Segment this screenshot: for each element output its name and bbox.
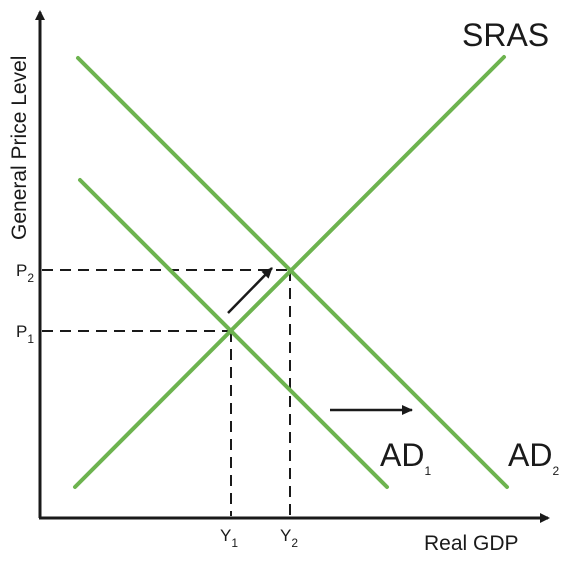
y1-label-sub: 1 [231, 536, 238, 550]
p2-label: P2 [16, 261, 34, 285]
ad2-label: AD2 [508, 437, 559, 478]
p1-label-base: P [16, 322, 27, 341]
y2-label: Y2 [280, 526, 298, 550]
y1-label: Y1 [220, 526, 238, 550]
equilibrium-shift-arrow [227, 267, 273, 314]
y2-label-sub: 2 [291, 536, 298, 550]
ad2-label-base: AD [508, 437, 552, 473]
ad1-curve [78, 178, 389, 489]
x-axis-label: Real GDP [424, 532, 519, 555]
y-axis-label: General Price Level [8, 56, 31, 240]
ad1-label-sub: 1 [424, 464, 431, 478]
p2-label-sub: 2 [27, 271, 34, 285]
sras-label: SRAS [462, 17, 549, 53]
ad1-label-base: AD [380, 437, 424, 473]
y1-label-base: Y [220, 526, 231, 545]
y2-label-base: Y [280, 526, 291, 545]
p1-label: P1 [16, 322, 34, 346]
p2-label-base: P [16, 261, 27, 280]
p1-label-sub: 1 [27, 332, 34, 346]
ad1-label: AD1 [380, 437, 431, 478]
ad2-curve [76, 56, 509, 489]
ad2-label-sub: 2 [552, 464, 559, 478]
